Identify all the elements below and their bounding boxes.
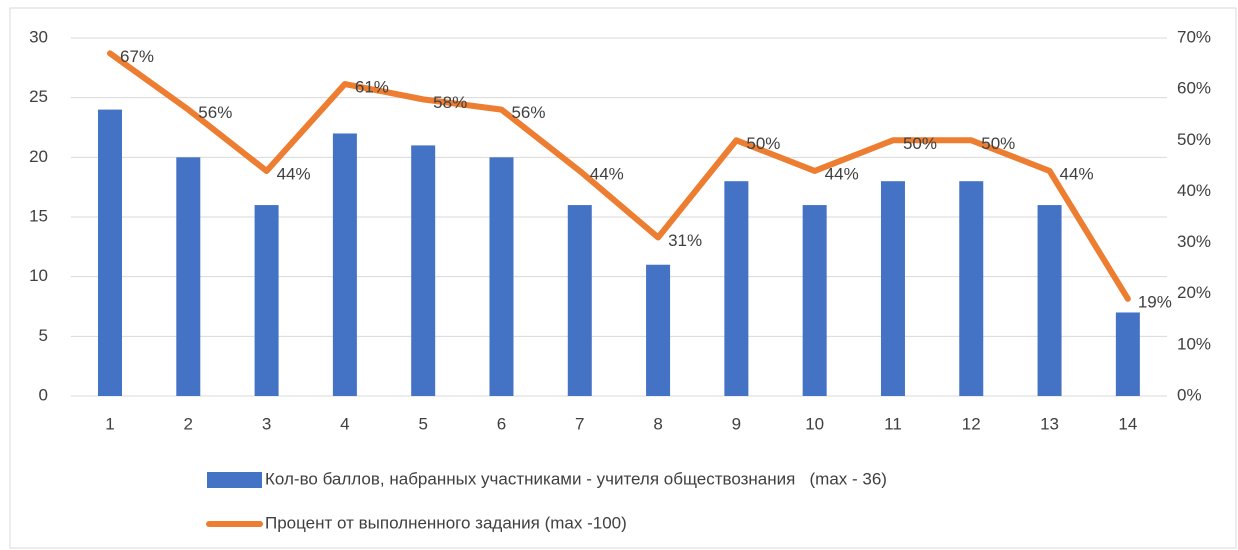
bar [567,205,592,396]
data-label: 67% [120,47,154,66]
y-tick-label: 20 [29,147,48,166]
x-tick-label: 13 [1040,414,1059,433]
x-tick-label: 11 [884,414,902,433]
x-tick-label: 7 [575,414,584,433]
y2-tick-label: 0% [1177,385,1202,404]
data-label: 44% [277,164,311,183]
bar [176,157,201,396]
y2-tick-label: 10% [1177,334,1211,353]
legend-label: Кол-во баллов, набранных участниками - у… [265,469,887,488]
y2-tick-label: 30% [1177,232,1211,251]
bar [489,157,514,396]
y2-tick-label: 70% [1177,27,1211,46]
data-label: 50% [981,134,1015,153]
y-tick-label: 30 [29,27,48,46]
y2-tick-label: 20% [1177,283,1211,302]
data-label: 58% [433,93,467,112]
data-label: 56% [511,103,545,122]
data-label: 31% [668,231,702,250]
legend-label: Процент от выполненного задания (max -10… [265,513,627,532]
x-tick-label: 2 [184,414,193,433]
bar [332,133,357,396]
bar [1115,312,1140,396]
y2-tick-label: 40% [1177,181,1211,200]
y-tick-label: 15 [29,206,48,225]
x-tick-label: 1 [105,414,114,433]
x-tick-label: 9 [732,414,741,433]
data-label: 44% [825,164,859,183]
bar [880,181,905,396]
legend-swatch [207,472,262,488]
data-label: 61% [355,78,389,97]
data-label: 56% [198,103,232,122]
data-label: 50% [903,134,937,153]
bar [724,181,749,396]
line [106,50,1131,302]
data-label: 19% [1138,292,1172,311]
x-tick-label: 10 [805,414,824,433]
bar [959,181,984,396]
x-tick-label: 12 [962,414,981,433]
x-tick-label: 4 [340,414,349,433]
x-tick-label: 5 [418,414,427,433]
bar [1037,205,1062,396]
bar [646,264,671,396]
y2-tick-label: 50% [1177,130,1211,149]
bar [254,205,279,396]
data-label: 50% [746,134,780,153]
bar [97,109,122,396]
data-label: 44% [590,164,624,183]
bar [411,145,436,396]
x-tick-label: 3 [262,414,271,433]
data-label: 44% [1060,164,1094,183]
y-tick-label: 0 [39,385,48,404]
x-tick-label: 6 [497,414,506,433]
y-tick-label: 25 [29,87,48,106]
x-tick-label: 14 [1118,414,1137,433]
y-tick-label: 5 [39,326,48,345]
x-tick-label: 8 [653,414,662,433]
y-tick-label: 10 [29,266,48,285]
y2-tick-label: 60% [1177,79,1211,98]
bar [802,205,827,396]
